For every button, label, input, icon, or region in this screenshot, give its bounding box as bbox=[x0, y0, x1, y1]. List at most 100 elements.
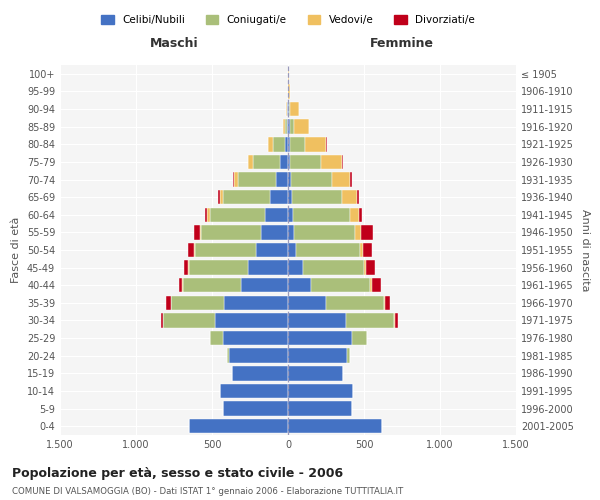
Bar bbox=[395, 314, 398, 328]
Bar bbox=[326, 137, 327, 152]
Bar bbox=[248, 260, 288, 275]
Bar bbox=[288, 172, 291, 186]
Bar bbox=[342, 190, 357, 204]
Bar bbox=[215, 314, 288, 328]
Bar bbox=[359, 208, 362, 222]
Bar bbox=[270, 190, 288, 204]
Bar bbox=[366, 260, 374, 275]
Bar bbox=[183, 278, 241, 292]
Legend: Celibi/Nubili, Coniugati/e, Vedovi/e, Divorziati/e: Celibi/Nubili, Coniugati/e, Vedovi/e, Di… bbox=[97, 11, 479, 30]
Bar bbox=[273, 137, 285, 152]
Bar bbox=[229, 348, 288, 363]
Bar bbox=[211, 331, 223, 345]
Bar bbox=[189, 419, 288, 434]
Bar bbox=[288, 419, 382, 434]
Bar bbox=[288, 208, 293, 222]
Bar bbox=[288, 384, 353, 398]
Bar bbox=[290, 154, 320, 169]
Bar bbox=[287, 102, 288, 117]
Bar bbox=[188, 243, 194, 257]
Bar bbox=[200, 225, 202, 240]
Text: Maschi: Maschi bbox=[149, 37, 199, 50]
Bar bbox=[227, 348, 229, 363]
Bar bbox=[223, 402, 288, 416]
Bar bbox=[294, 120, 309, 134]
Bar bbox=[253, 154, 280, 169]
Bar bbox=[361, 225, 373, 240]
Bar bbox=[182, 278, 183, 292]
Bar bbox=[288, 366, 343, 380]
Bar bbox=[283, 120, 284, 134]
Bar bbox=[385, 296, 390, 310]
Bar bbox=[285, 137, 288, 152]
Bar bbox=[288, 225, 294, 240]
Bar bbox=[293, 208, 350, 222]
Bar bbox=[347, 348, 350, 363]
Bar bbox=[288, 154, 290, 169]
Bar bbox=[394, 314, 395, 328]
Bar bbox=[224, 296, 288, 310]
Bar bbox=[288, 243, 296, 257]
Bar bbox=[355, 225, 361, 240]
Bar bbox=[223, 331, 288, 345]
Bar bbox=[332, 172, 350, 186]
Bar bbox=[189, 260, 248, 275]
Bar bbox=[194, 225, 200, 240]
Bar bbox=[364, 260, 366, 275]
Bar bbox=[289, 84, 290, 98]
Bar bbox=[289, 102, 290, 117]
Bar bbox=[288, 402, 352, 416]
Bar bbox=[260, 225, 288, 240]
Bar bbox=[218, 190, 220, 204]
Bar bbox=[202, 225, 260, 240]
Bar bbox=[288, 331, 352, 345]
Bar bbox=[238, 172, 276, 186]
Bar bbox=[305, 137, 326, 152]
Bar bbox=[288, 314, 346, 328]
Bar bbox=[166, 296, 171, 310]
Bar bbox=[288, 296, 326, 310]
Bar bbox=[287, 120, 288, 134]
Bar bbox=[303, 260, 364, 275]
Bar bbox=[288, 190, 292, 204]
Bar bbox=[161, 314, 163, 328]
Bar bbox=[350, 208, 359, 222]
Bar bbox=[268, 137, 273, 152]
Bar bbox=[311, 278, 370, 292]
Bar bbox=[195, 243, 256, 257]
Bar bbox=[232, 366, 288, 380]
Bar bbox=[363, 243, 373, 257]
Text: Femmine: Femmine bbox=[370, 37, 434, 50]
Bar bbox=[290, 102, 299, 117]
Bar bbox=[384, 296, 385, 310]
Bar bbox=[171, 296, 224, 310]
Bar bbox=[346, 314, 394, 328]
Bar bbox=[357, 190, 359, 204]
Bar bbox=[234, 172, 238, 186]
Bar bbox=[286, 102, 287, 117]
Bar bbox=[256, 243, 288, 257]
Bar bbox=[320, 154, 342, 169]
Bar bbox=[233, 172, 234, 186]
Bar bbox=[371, 278, 381, 292]
Bar bbox=[220, 190, 223, 204]
Bar bbox=[352, 331, 367, 345]
Bar bbox=[265, 208, 288, 222]
Bar bbox=[294, 225, 355, 240]
Bar bbox=[223, 190, 270, 204]
Bar bbox=[288, 102, 289, 117]
Bar bbox=[284, 120, 287, 134]
Bar bbox=[188, 260, 189, 275]
Bar bbox=[290, 137, 305, 152]
Bar bbox=[288, 120, 290, 134]
Bar bbox=[288, 260, 303, 275]
Bar bbox=[292, 190, 342, 204]
Bar bbox=[208, 208, 211, 222]
Bar bbox=[280, 154, 288, 169]
Bar bbox=[184, 260, 188, 275]
Bar bbox=[194, 243, 195, 257]
Bar bbox=[288, 137, 290, 152]
Bar bbox=[241, 278, 288, 292]
Text: Popolazione per età, sesso e stato civile - 2006: Popolazione per età, sesso e stato civil… bbox=[12, 468, 343, 480]
Bar bbox=[290, 120, 294, 134]
